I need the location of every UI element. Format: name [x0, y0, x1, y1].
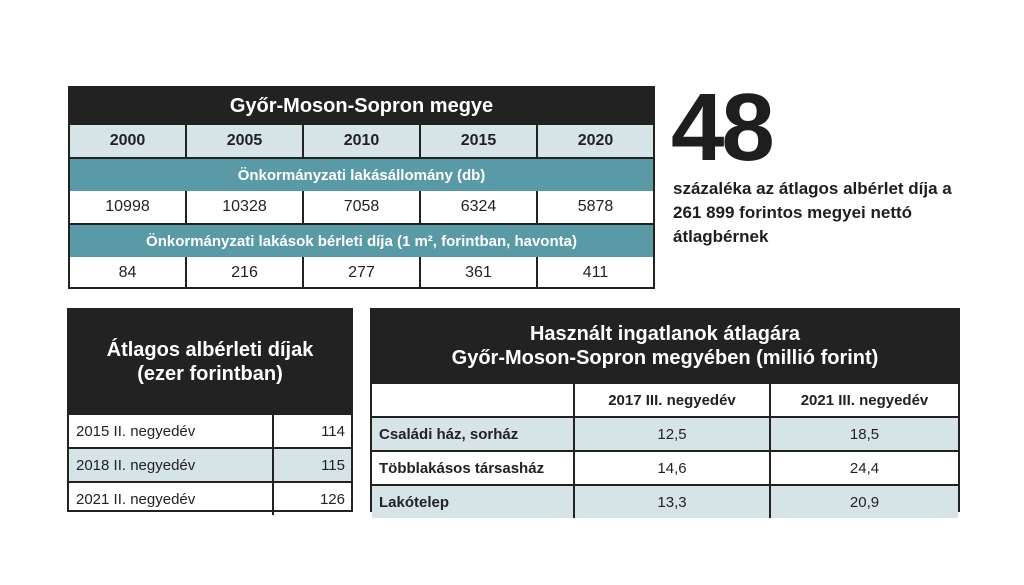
year-header-row: 2000 2005 2010 2015 2020 — [70, 125, 653, 159]
table-title: Használt ingatlanok átlagára Győr-Moson-… — [372, 310, 958, 382]
rent-row: 84 216 277 361 411 — [70, 257, 653, 289]
table-cell: 24,4 — [849, 459, 880, 477]
row-label: 2018 II. negyedév — [69, 449, 274, 481]
year-header: 2005 — [187, 125, 304, 157]
table-cell: 361 — [421, 257, 538, 289]
table-cell: 7058 — [304, 191, 421, 223]
title-line: Győr-Moson-Sopron megyében (millió forin… — [451, 347, 879, 369]
table-cell: 10998 — [70, 191, 187, 223]
table-cell: 216 — [187, 257, 304, 289]
section-label-rent: Önkormányzati lakások bérleti díja (1 m²… — [70, 225, 653, 257]
table-row: Többlakásos társasház 14,6 24,4 — [372, 450, 958, 484]
callout-text: százaléka az átlagos albérlet díja a 261… — [673, 179, 952, 246]
title-line: Használt ingatlanok átlagára — [529, 323, 801, 345]
table-cell: 5878 — [577, 198, 614, 215]
table-title: Győr-Moson-Sopron megye — [70, 88, 653, 125]
year-header: 2000 — [70, 125, 187, 157]
table-row: Lakótelep 13,3 20,9 — [372, 484, 958, 518]
table-cell: 14,6 — [575, 452, 771, 484]
table-cell: 6324 — [421, 191, 538, 223]
table-cell: 12,5 — [575, 418, 771, 450]
row-label: Többlakásos társasház — [372, 452, 575, 484]
title-line: Átlagos albérleti díjak — [106, 338, 314, 361]
municipal-housing-table: Győr-Moson-Sopron megye 2000 2005 2010 2… — [68, 86, 655, 289]
table-row: Családi ház, sorház 12,5 18,5 — [372, 416, 958, 450]
column-header — [372, 384, 575, 416]
header-row: 2017 III. negyedév 2021 III. negyedév — [372, 382, 958, 416]
callout-number: 48 — [671, 74, 775, 181]
table-cell: 84 — [70, 257, 187, 289]
year-header: 2020 — [577, 132, 614, 149]
row-label: 2021 II. negyedév — [69, 483, 274, 515]
table-row: 2021 II. negyedév 126 — [69, 481, 351, 515]
table-cell: 277 — [304, 257, 421, 289]
table-cell: 411 — [582, 264, 609, 281]
table-cell: 18,5 — [849, 425, 880, 443]
row-label: Családi ház, sorház — [372, 418, 575, 450]
row-value: 115 — [321, 456, 345, 474]
row-value: 126 — [319, 490, 345, 508]
used-property-price-table: Használt ingatlanok átlagára Győr-Moson-… — [370, 308, 960, 518]
title-line: (ezer forintban) — [137, 362, 283, 385]
row-value: 114 — [321, 422, 345, 440]
table-cell: 20,9 — [849, 493, 880, 511]
average-rent-table: Átlagos albérleti díjak (ezer forintban)… — [67, 308, 353, 515]
table-cell: 10328 — [187, 191, 304, 223]
table-cell: 13,3 — [575, 486, 771, 518]
year-header: 2010 — [304, 125, 421, 157]
row-label: Lakótelep — [372, 486, 575, 518]
row-label: 2015 II. negyedév — [69, 415, 274, 447]
column-header: 2017 III. negyedév — [575, 384, 771, 416]
section-label-housing-stock: Önkormányzati lakásállomány (db) — [70, 159, 653, 191]
year-header: 2015 — [421, 125, 538, 157]
housing-stock-row: 10998 10328 7058 6324 5878 — [70, 191, 653, 225]
column-header: 2021 III. negyedév — [800, 391, 929, 409]
table-title: Átlagos albérleti díjak (ezer forintban) — [69, 310, 351, 413]
table-row: 2015 II. negyedév 114 — [69, 413, 351, 447]
table-row: 2018 II. negyedév 115 — [69, 447, 351, 481]
